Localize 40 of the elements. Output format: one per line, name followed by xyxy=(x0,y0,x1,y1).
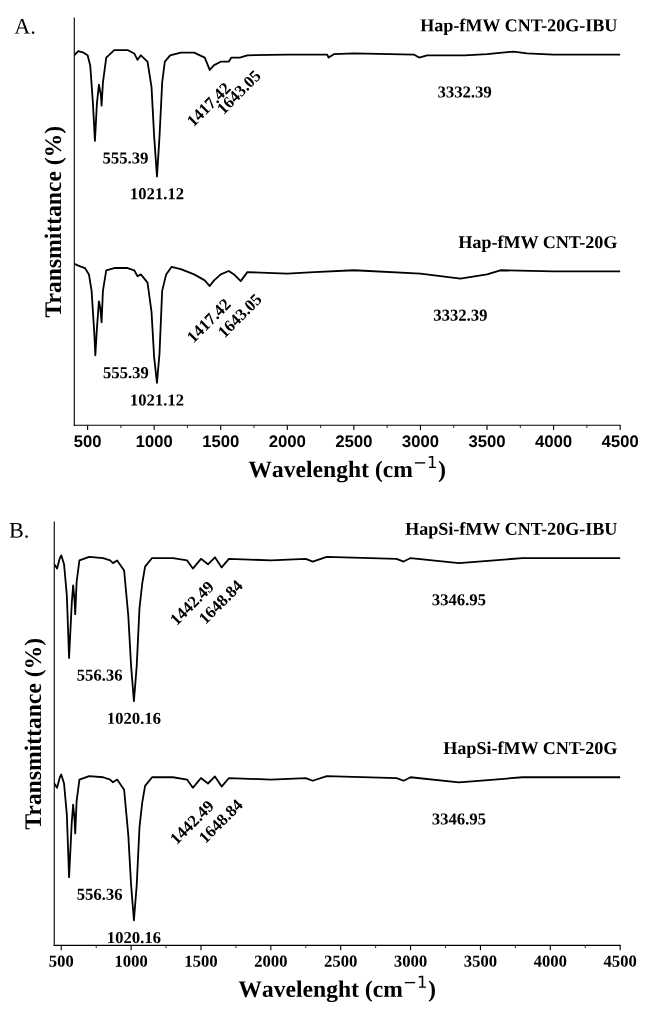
annotation: 1020.16 xyxy=(108,931,161,944)
x-tick-label: 4500 xyxy=(603,955,637,967)
annotation: 3332.39 xyxy=(438,86,492,98)
annotation: 3346.95 xyxy=(432,813,486,825)
x-axis-title: Wavelenght (cm$^{−1}$) xyxy=(248,456,445,483)
x-tick-label: 3000 xyxy=(394,955,427,967)
x-tick-label: 1000 xyxy=(115,955,148,967)
chart-title: A. xyxy=(14,18,35,34)
x-tick-label: 2500 xyxy=(335,435,372,448)
series-label: Hap-fMW CNT-20G-IBU xyxy=(420,18,617,36)
x-tick-label: 4000 xyxy=(535,435,572,448)
x-tick-label: 2000 xyxy=(254,955,287,967)
x-tick-label: 4000 xyxy=(533,955,567,967)
x-tick-label: 1500 xyxy=(185,955,218,967)
x-tick-label: 500 xyxy=(74,435,101,448)
x-tick-label: 3500 xyxy=(464,955,497,967)
annotation: 555.39 xyxy=(103,367,149,379)
x-tick-label: 4500 xyxy=(601,435,639,448)
x-tick-label: 2500 xyxy=(324,955,357,967)
x-tick-label: 3500 xyxy=(468,435,505,448)
x-tick-label: 500 xyxy=(49,955,74,967)
y-axis-title: Transmittance (%) xyxy=(24,638,46,830)
chart-title: B. xyxy=(9,523,28,538)
annotation: 3346.95 xyxy=(432,594,486,606)
x-tick-label: 2000 xyxy=(269,435,306,448)
annotation: 556.36 xyxy=(77,669,123,681)
y-axis-title: Transmittance (%) xyxy=(44,126,66,318)
annotation: 1021.12 xyxy=(131,188,184,200)
series-label: Hap-fMW CNT-20G xyxy=(458,235,617,252)
x-tick-label: 1000 xyxy=(136,435,173,448)
x-tick-label: 1500 xyxy=(203,435,239,448)
annotation: 3332.39 xyxy=(433,309,487,321)
annotation: 555.39 xyxy=(103,152,148,164)
annotation: 556.36 xyxy=(77,888,123,901)
series-label: HapSi-fMW CNT-20G xyxy=(443,741,617,758)
series-label: HapSi-fMW CNT-20G-IBU xyxy=(405,522,617,539)
annotation: 1020.16 xyxy=(108,712,161,725)
x-axis-title: Wavelenght (cm$^{−1}$) xyxy=(238,975,435,1003)
x-tick-label: 3000 xyxy=(402,435,439,448)
annotation: 1021.12 xyxy=(131,394,184,406)
